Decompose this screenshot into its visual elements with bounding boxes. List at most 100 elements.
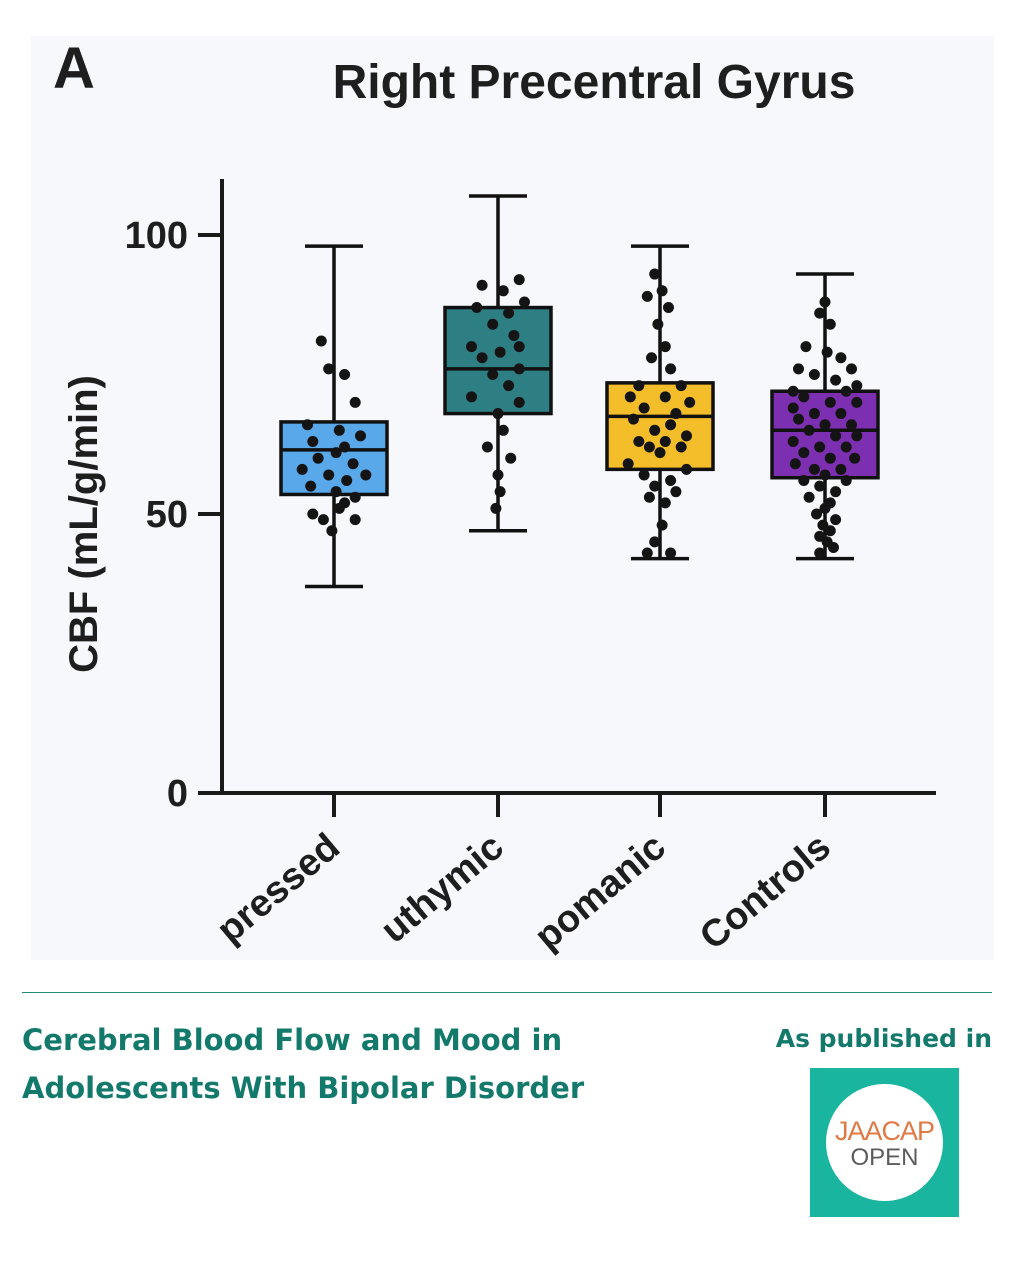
- data-point: [315, 335, 327, 347]
- data-point: [659, 497, 671, 509]
- data-point: [819, 419, 831, 431]
- data-point: [684, 396, 696, 408]
- data-point: [787, 402, 799, 414]
- data-point: [494, 346, 506, 358]
- data-point: [670, 486, 682, 498]
- data-point: [827, 541, 839, 553]
- data-point: [662, 302, 674, 314]
- panel-label: A: [53, 36, 95, 101]
- data-point: [638, 469, 650, 481]
- data-point: [649, 536, 661, 548]
- data-point: [481, 441, 493, 453]
- data-point: [814, 547, 826, 559]
- data-point: [323, 363, 335, 375]
- data-point: [505, 452, 517, 464]
- logo-circle: JAACAP OPEN: [826, 1084, 943, 1201]
- data-point: [333, 424, 345, 436]
- data-point: [633, 380, 645, 392]
- data-point: [821, 346, 833, 358]
- data-point: [513, 274, 525, 286]
- data-point: [824, 525, 836, 537]
- data-point: [798, 475, 810, 487]
- data-point: [665, 547, 677, 559]
- data-point: [296, 463, 308, 475]
- data-point: [349, 491, 361, 503]
- data-point: [851, 396, 863, 408]
- data-point: [492, 469, 504, 481]
- data-point: [622, 458, 634, 470]
- data-point: [638, 402, 650, 414]
- data-point: [339, 369, 351, 380]
- data-point: [849, 452, 861, 464]
- data-point: [814, 480, 826, 492]
- data-point: [787, 385, 799, 397]
- data-point: [851, 380, 863, 392]
- y-tick-label: 50: [146, 494, 188, 536]
- data-point: [466, 391, 477, 403]
- data-point: [811, 508, 823, 520]
- data-point: [503, 307, 515, 319]
- data-point: [654, 447, 666, 459]
- data-point: [487, 369, 499, 380]
- data-point: [659, 435, 671, 447]
- x-tick-label: pomanic: [527, 826, 674, 959]
- data-point: [641, 547, 653, 559]
- data-point: [665, 419, 677, 431]
- journal-logo: JAACAP OPEN: [810, 1068, 959, 1217]
- data-point: [513, 363, 525, 375]
- data-point: [492, 408, 504, 420]
- x-tick-label: Controls: [692, 826, 839, 959]
- data-point: [317, 514, 329, 526]
- data-point: [819, 296, 831, 308]
- data-point: [476, 352, 488, 364]
- data-point: [656, 285, 668, 297]
- data-point: [808, 463, 820, 475]
- data-point: [633, 435, 645, 447]
- data-point: [814, 441, 826, 453]
- data-point: [840, 385, 852, 397]
- data-point: [330, 447, 342, 459]
- data-point: [803, 491, 815, 503]
- data-point: [819, 469, 831, 481]
- data-point: [349, 396, 361, 408]
- figure-panel: A Right Precentral Gyrus CBF (mL/g/min) …: [31, 36, 994, 960]
- data-point: [649, 424, 661, 436]
- data-point: [341, 475, 353, 487]
- logo-text-open: OPEN: [850, 1144, 919, 1171]
- data-point: [835, 408, 847, 420]
- y-tick-label: 100: [125, 215, 188, 257]
- data-point: [333, 502, 345, 514]
- data-point: [851, 430, 863, 442]
- data-point: [814, 307, 826, 319]
- data-point: [305, 480, 317, 492]
- data-point: [824, 318, 836, 330]
- data-point: [307, 508, 319, 520]
- article-title: Cerebral Blood Flow and Mood in Adolesce…: [22, 1023, 585, 1105]
- data-point: [656, 519, 668, 531]
- data-point: [808, 369, 820, 380]
- data-point: [798, 447, 810, 459]
- data-point: [846, 419, 857, 431]
- data-point: [471, 302, 483, 314]
- logo-text-jaacap: JAACAP: [834, 1116, 935, 1146]
- data-point: [800, 341, 812, 353]
- data-point: [323, 469, 335, 481]
- data-point: [659, 341, 671, 353]
- data-point: [641, 290, 653, 302]
- data-point: [339, 441, 351, 453]
- data-point: [307, 435, 319, 447]
- data-point: [347, 458, 359, 470]
- data-point: [793, 413, 804, 425]
- data-point: [824, 452, 836, 464]
- data-point: [497, 285, 509, 297]
- data-point: [819, 502, 831, 514]
- data-point: [681, 463, 692, 475]
- data-point: [466, 341, 477, 353]
- data-point: [793, 363, 804, 375]
- data-point: [830, 486, 842, 498]
- data-point: [349, 514, 361, 526]
- data-point: [476, 279, 488, 291]
- data-point: [665, 363, 677, 375]
- published-in-label: As published in: [775, 1024, 992, 1053]
- data-point: [835, 352, 847, 364]
